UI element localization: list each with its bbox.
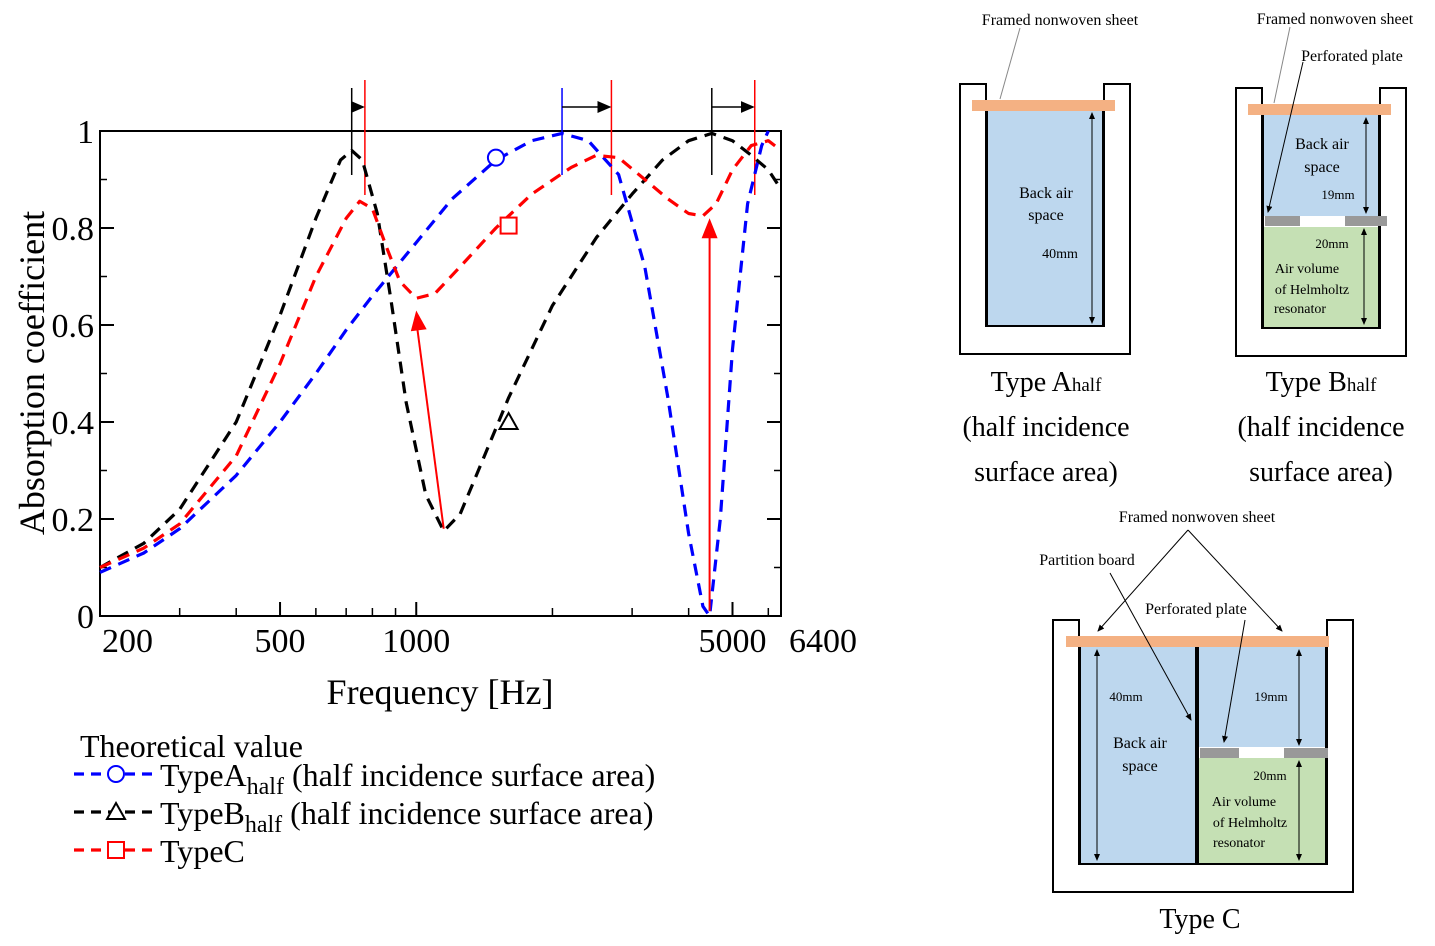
caption-c: Type C [1159, 904, 1240, 935]
nonwoven-sheet-c [1066, 636, 1329, 647]
diagram-type-a: Framed nonwoven sheet Back air space 40m… [959, 12, 1139, 488]
air-label-a-2: space [1028, 207, 1064, 224]
y-tick-label: 0.2 [52, 502, 95, 539]
air-label-b-1: Back air [1295, 136, 1349, 153]
air-label-a-1: Back air [1019, 185, 1073, 202]
depth-c-top: 19mm [1254, 689, 1287, 704]
legend-marker-0 [107, 765, 125, 783]
caption-b-line2: (half incidence [1237, 412, 1404, 443]
dip-arrow-head-0 [410, 310, 427, 332]
hv-b-1: Air volume [1275, 262, 1339, 277]
leader-c-sheet-left [1097, 529, 1189, 632]
partition-board [1195, 647, 1199, 864]
air-label-c-1: Back air [1113, 735, 1167, 752]
depth-b-top: 19mm [1321, 187, 1354, 202]
sheet-label-c: Framed nonwoven sheet [1119, 509, 1276, 526]
legend-title: Theoretical value [80, 728, 303, 764]
perforated-plate-c-right [1284, 748, 1328, 758]
hv-c-1: Air volume [1212, 795, 1276, 810]
plate-label-b: Perforated plate [1301, 48, 1403, 65]
y-tick-label: 0.4 [52, 405, 95, 442]
caption-a: Type Ahalf [991, 367, 1102, 398]
sheet-label-a: Framed nonwoven sheet [982, 12, 1139, 29]
legend-label-1: TypeBhalf (half incidence surface area) [160, 795, 653, 838]
legend-marker-1 [105, 800, 127, 820]
depth-a: 40mm [1042, 247, 1078, 262]
hv-c-3: resonator [1213, 836, 1265, 851]
series-line-0 [99, 130, 770, 618]
diagram-type-b: Framed nonwoven sheet Perforated plate B… [1235, 11, 1414, 488]
depth-c-left: 40mm [1109, 689, 1142, 704]
x-tick-label: 5000 [698, 623, 766, 660]
dip-arrow-shaft-0 [415, 320, 445, 529]
sheet-label-b: Framed nonwoven sheet [1257, 11, 1414, 28]
series-line-2 [99, 139, 782, 569]
frame-a [959, 83, 1131, 355]
nonwoven-sheet-a [972, 100, 1115, 111]
legend-label-2: TypeC [160, 833, 245, 869]
series-marker-1 [497, 410, 520, 430]
frame-b [1235, 87, 1407, 357]
x-tick-label: 1000 [382, 623, 450, 660]
caption-b: Type Bhalf [1266, 367, 1377, 398]
air-space-b [1263, 115, 1379, 216]
y-ticks: 0 0.2 0.4 0.6 0.8 1 [52, 114, 781, 636]
leader-b-plate [1266, 61, 1304, 213]
air-space-c-right [1199, 647, 1326, 747]
caption-a-line2: (half incidence [962, 412, 1129, 443]
leader-a [999, 27, 1021, 100]
plate-label-c: Perforated plate [1145, 601, 1247, 618]
dip-shift-arrows [410, 218, 718, 612]
perforated-plate-b-left [1265, 216, 1300, 226]
y-tick-label: 0 [77, 599, 94, 636]
x-tick-label: 6400 [789, 623, 857, 660]
series-marker-2 [499, 216, 518, 235]
air-space-c-left [1080, 647, 1195, 863]
depth-b-bottom: 20mm [1315, 236, 1348, 251]
helmholtz-volume-c [1199, 758, 1326, 863]
hv-b-3: resonator [1274, 302, 1326, 317]
leader-c-partition [1109, 572, 1192, 721]
plot-frame [99, 130, 782, 617]
series-marker-0 [486, 148, 505, 167]
hv-c-2: of Helmholtz [1213, 816, 1287, 831]
depth-c-bottom: 20mm [1253, 768, 1286, 783]
x-tick-label: 200 [102, 623, 153, 660]
hv-b-2: of Helmholtz [1275, 283, 1349, 298]
y-tick-label: 1 [77, 114, 94, 151]
nonwoven-sheet-b [1248, 104, 1391, 115]
leader-c-plate [1222, 619, 1246, 743]
frame-c [1052, 619, 1354, 893]
x-axis-label: Frequency [Hz] [327, 672, 554, 712]
caption-b-line3: surface area) [1249, 457, 1393, 488]
leader-c-sheet-right [1187, 529, 1283, 632]
y-tick-label: 0.6 [52, 308, 95, 345]
x-tick-label: 500 [255, 623, 306, 660]
peak-shift-markers [350, 80, 756, 195]
y-tick-label: 0.8 [52, 211, 95, 248]
air-label-c-2: space [1122, 758, 1158, 775]
air-space-a [987, 111, 1103, 325]
legend-items: TypeAhalf (half incidence surface area)T… [74, 757, 655, 869]
dip-arrow-head-1 [701, 218, 718, 239]
perforated-plate-b-right [1345, 216, 1387, 226]
caption-a-line3: surface area) [974, 457, 1118, 488]
air-label-b-2: space [1304, 159, 1340, 176]
legend-marker-2 [107, 841, 125, 859]
legend: Theoretical value TypeAhalf (half incide… [74, 728, 655, 869]
perforated-plate-c-left [1200, 748, 1239, 758]
helmholtz-volume-b [1263, 227, 1379, 327]
series-lines [99, 130, 783, 618]
partition-label: Partition board [1039, 552, 1135, 569]
absorption-chart: 0 0.2 0.4 0.6 0.8 1 200 500 1000 5000 6400 Freque… [12, 80, 857, 869]
leader-b-sheet [1273, 26, 1291, 104]
y-axis-label: Absorption coefficient [12, 211, 52, 535]
diagram-type-c: Framed nonwoven sheet Partition board Pe… [1039, 509, 1354, 935]
x-ticks: 200 500 1000 5000 6400 [99, 602, 857, 660]
legend-label-0: TypeAhalf (half incidence surface area) [160, 757, 655, 800]
